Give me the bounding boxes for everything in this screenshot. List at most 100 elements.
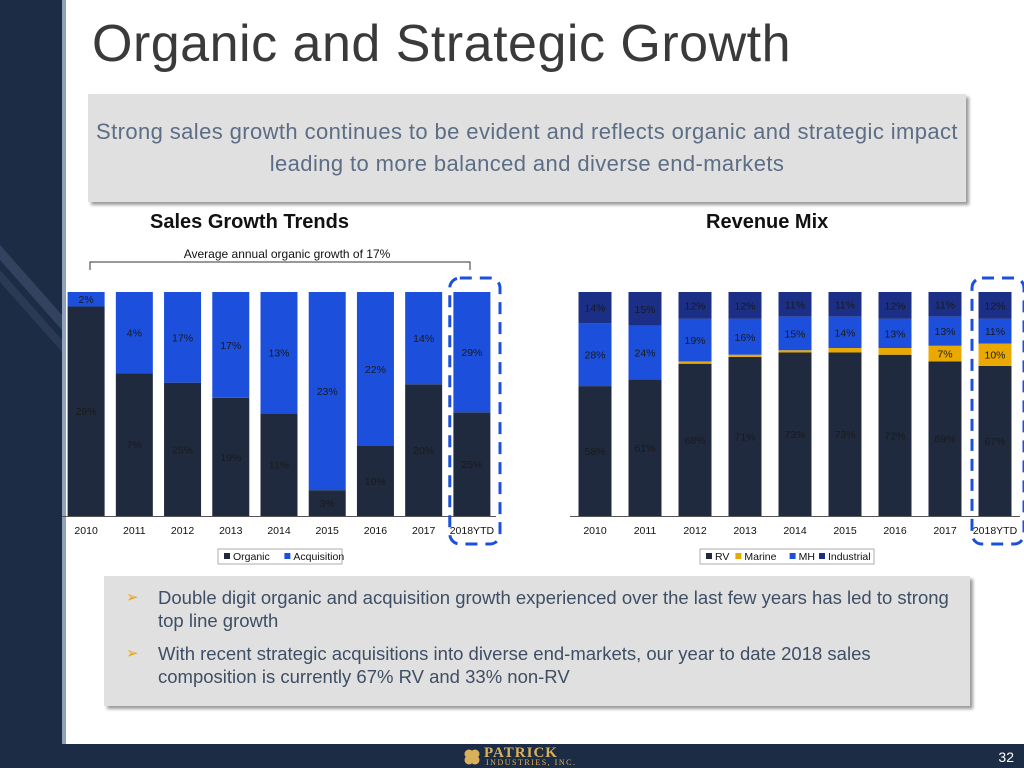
legend-box bbox=[217, 548, 343, 565]
bar-organic bbox=[115, 373, 153, 516]
highlight-2018ytd-box bbox=[448, 276, 502, 546]
legend-swatch-industrial bbox=[819, 553, 825, 559]
bar-rv bbox=[578, 386, 612, 516]
data-label: 15% bbox=[784, 328, 805, 340]
x-tick-label: 2010 bbox=[74, 525, 98, 537]
data-label: 11% bbox=[785, 299, 805, 311]
data-label: 22% bbox=[365, 364, 386, 376]
legend-label: Acquisition bbox=[293, 551, 344, 563]
legend-box bbox=[699, 548, 875, 565]
data-label: 11% bbox=[269, 460, 289, 472]
bar-industrial bbox=[928, 292, 962, 317]
bar-organic bbox=[356, 446, 394, 516]
page-number: 32 bbox=[998, 749, 1014, 765]
data-label: 11% bbox=[985, 326, 1005, 338]
data-label: 24% bbox=[634, 347, 655, 359]
bar-organic bbox=[67, 306, 105, 516]
x-tick-label: 2012 bbox=[171, 525, 195, 537]
bar-marine bbox=[978, 343, 1012, 366]
legend-label: Organic bbox=[233, 551, 270, 563]
bullet-text: With recent strategic acquisitions into … bbox=[158, 643, 871, 687]
bar-acquisition bbox=[453, 292, 491, 413]
bar-organic bbox=[308, 490, 346, 516]
bar-acquisition bbox=[405, 292, 443, 385]
bar-acquisition bbox=[164, 292, 202, 383]
x-tick-label: 2015 bbox=[833, 525, 857, 537]
data-label: 72% bbox=[884, 430, 905, 442]
left-sidebar-stripe bbox=[62, 0, 66, 768]
footer-bar bbox=[0, 744, 1024, 768]
data-label: 25% bbox=[172, 444, 193, 456]
sales-growth-chart-title: Sales Growth Trends bbox=[150, 211, 349, 233]
bar-mh bbox=[928, 316, 962, 346]
bar-industrial bbox=[628, 292, 662, 326]
x-tick-label: 2018YTD bbox=[450, 525, 495, 537]
bullet-text: Double digit organic and acquisition gro… bbox=[158, 587, 949, 631]
bar-acquisition bbox=[260, 292, 298, 414]
data-label: 11% bbox=[835, 299, 855, 311]
data-label: 29% bbox=[76, 406, 97, 418]
highlight-2018ytd-box bbox=[970, 276, 1024, 546]
x-tick-label: 2011 bbox=[123, 525, 146, 537]
x-tick-label: 2016 bbox=[364, 525, 388, 537]
x-tick-label: 2011 bbox=[634, 525, 657, 537]
revenue-mix-chart-title: Revenue Mix bbox=[706, 211, 829, 233]
data-label: 17% bbox=[172, 332, 193, 344]
data-label: 71% bbox=[734, 431, 755, 443]
bar-mh bbox=[728, 318, 762, 355]
bar-rv bbox=[778, 352, 812, 516]
summary-box: Strong sales growth continues to be evid… bbox=[88, 94, 966, 202]
legend-swatch-marine bbox=[735, 553, 742, 559]
sidebar-chevron-decoration bbox=[0, 245, 62, 352]
data-label: 10% bbox=[984, 350, 1005, 362]
data-label: 11% bbox=[935, 299, 955, 311]
bullet-arrow-icon: ➢ bbox=[126, 645, 139, 662]
data-label: 7% bbox=[937, 349, 952, 361]
data-label: 25% bbox=[461, 459, 482, 471]
data-label: 10% bbox=[365, 476, 386, 488]
bar-mh bbox=[978, 318, 1012, 344]
bar-rv bbox=[828, 352, 862, 516]
summary-text: Strong sales growth continues to be evid… bbox=[96, 119, 958, 176]
bar-organic bbox=[405, 384, 443, 516]
data-label: 4% bbox=[127, 328, 142, 340]
bar-organic bbox=[260, 413, 298, 516]
bar-organic bbox=[164, 382, 202, 516]
bar-mh bbox=[578, 323, 612, 387]
bar-rv bbox=[628, 379, 662, 516]
legend-label: Industrial bbox=[828, 551, 871, 563]
bar-acquisition bbox=[67, 292, 105, 307]
bar-marine bbox=[678, 361, 712, 364]
bar-industrial bbox=[728, 292, 762, 319]
bar-industrial bbox=[828, 292, 862, 317]
data-label: 12% bbox=[884, 300, 905, 312]
bullet-box: ➢ Double digit organic and acquisition g… bbox=[104, 576, 970, 706]
bar-mh bbox=[778, 316, 812, 351]
bar-rv bbox=[928, 361, 962, 516]
bar-acquisition bbox=[115, 292, 153, 374]
x-tick-label: 2015 bbox=[316, 525, 340, 537]
x-tick-label: 2010 bbox=[583, 525, 607, 537]
data-label: 20% bbox=[413, 445, 434, 457]
data-label: 14% bbox=[834, 327, 855, 339]
legend-label: RV bbox=[715, 551, 729, 563]
data-label: 13% bbox=[934, 326, 955, 338]
bar-industrial bbox=[878, 292, 912, 319]
data-label: 28% bbox=[584, 350, 605, 362]
bullet-arrow-icon: ➢ bbox=[126, 589, 139, 606]
data-label: 73% bbox=[834, 429, 855, 441]
bar-rv bbox=[878, 354, 912, 516]
bar-mh bbox=[678, 318, 712, 362]
x-tick-label: 2017 bbox=[412, 525, 436, 537]
bar-industrial bbox=[978, 292, 1012, 319]
data-label: 16% bbox=[734, 332, 755, 344]
data-label: 67% bbox=[984, 436, 1005, 448]
data-label: 12% bbox=[684, 300, 705, 312]
bar-industrial bbox=[778, 292, 812, 317]
data-label: 15% bbox=[634, 304, 655, 316]
bar-industrial bbox=[678, 292, 712, 319]
bar-acquisition bbox=[212, 292, 250, 398]
data-label: 2% bbox=[79, 294, 94, 306]
bar-rv bbox=[728, 356, 762, 516]
x-tick-label: 2012 bbox=[683, 525, 707, 537]
